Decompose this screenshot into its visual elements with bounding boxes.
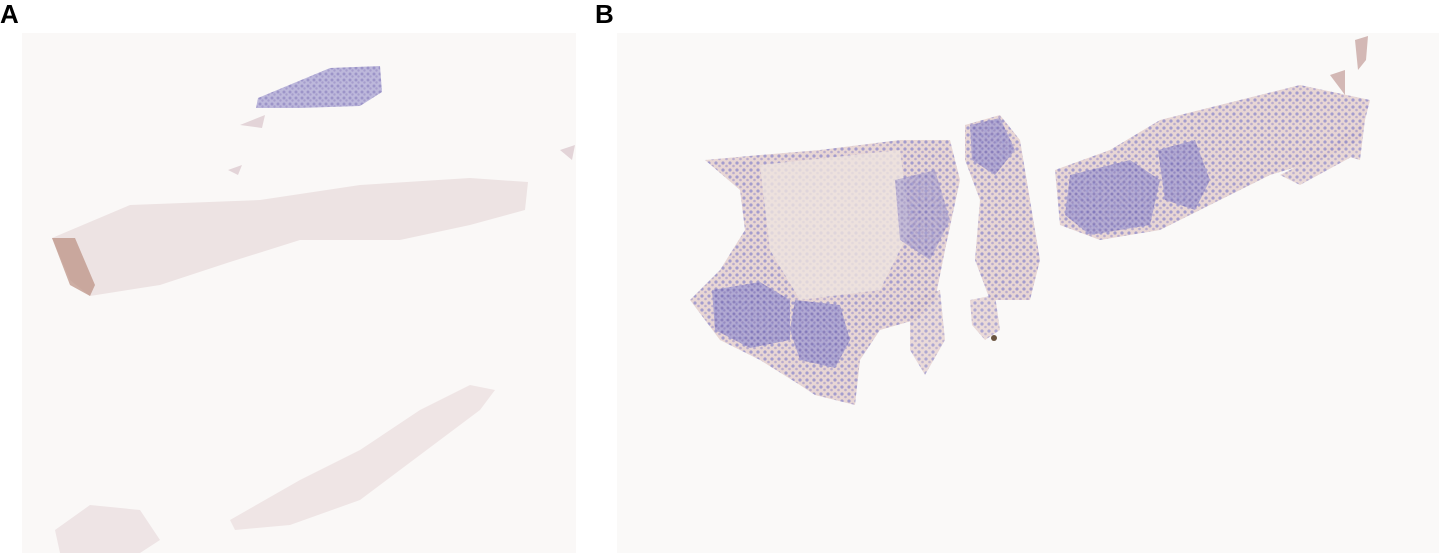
tissue xyxy=(1280,120,1365,185)
tissue xyxy=(256,66,382,108)
panel-b xyxy=(617,33,1439,553)
stroma xyxy=(760,150,910,300)
panel-label: B xyxy=(595,0,614,29)
debris xyxy=(991,335,997,341)
tissue xyxy=(228,115,575,175)
tissue xyxy=(910,290,1000,375)
tissue xyxy=(1330,36,1368,95)
tumor-nest xyxy=(1065,160,1160,235)
slide-background xyxy=(22,33,576,553)
panel-a xyxy=(22,33,576,553)
tumor-nest xyxy=(895,170,950,260)
tumor-nest xyxy=(712,282,790,348)
tissue xyxy=(55,505,160,553)
panel-label: A xyxy=(0,0,19,29)
tissue xyxy=(230,385,495,530)
tissue xyxy=(52,178,528,296)
tumor-nest xyxy=(1158,140,1210,210)
tumor-nest xyxy=(790,300,850,368)
tumor-nest xyxy=(970,118,1015,175)
tissue-edge xyxy=(52,238,95,296)
